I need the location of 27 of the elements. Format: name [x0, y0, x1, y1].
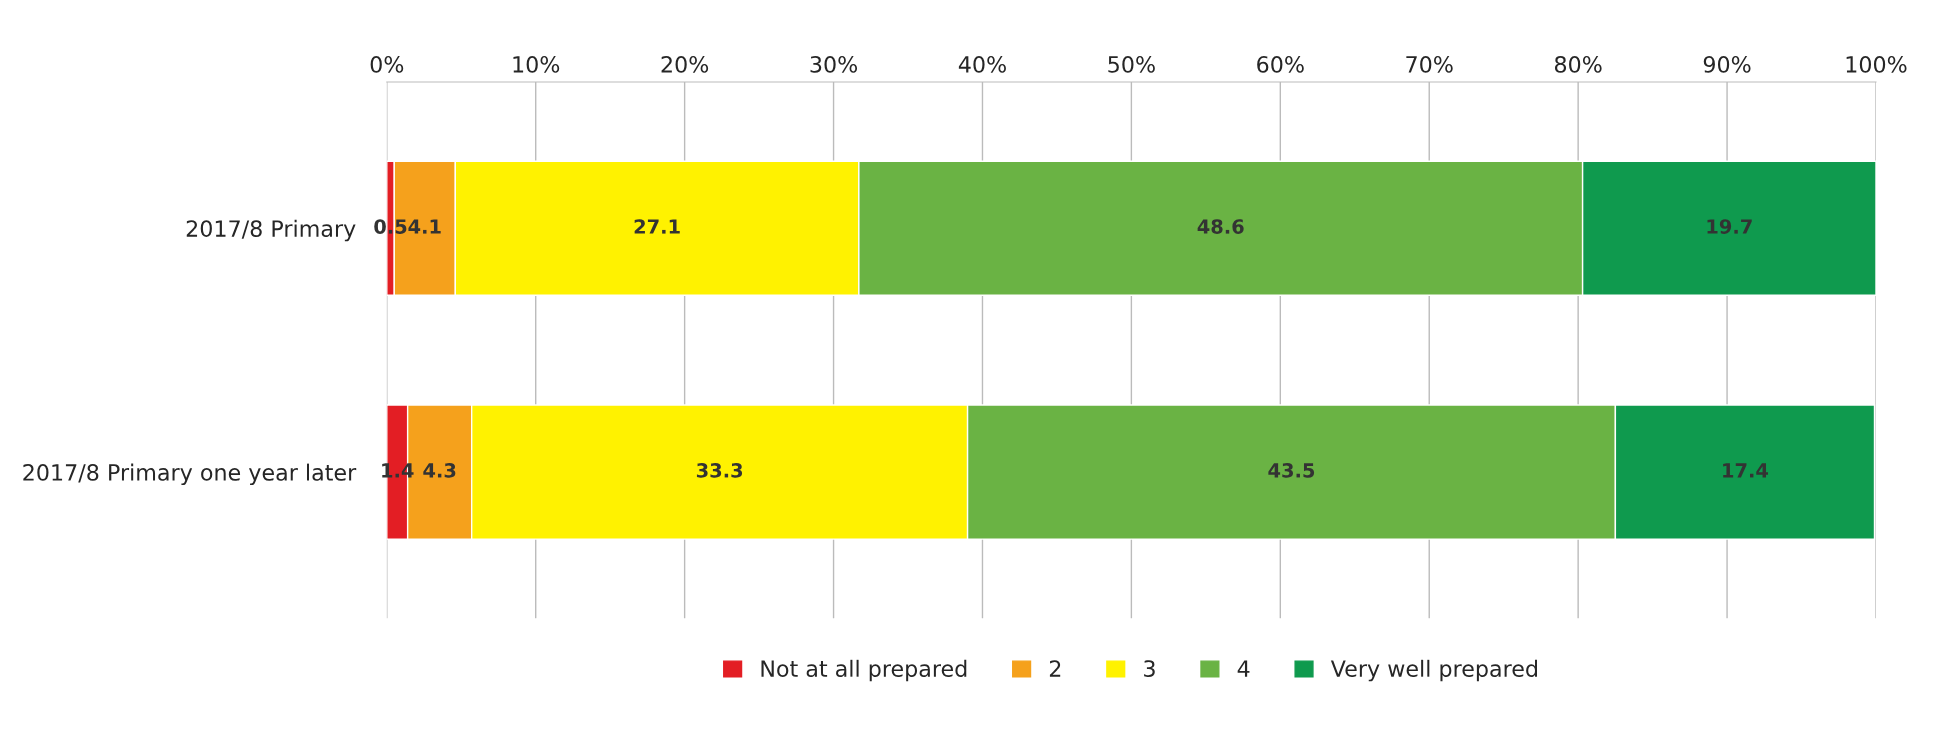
x-tick-label: 20%	[661, 55, 709, 73]
data-label: 27.1	[634, 219, 680, 234]
x-tick-label: 30%	[810, 55, 858, 73]
x-tick-label: 50%	[1108, 55, 1155, 73]
data-label: 19.7	[1707, 219, 1752, 234]
y-tick-label: 2017/8 Primary	[186, 219, 356, 242]
x-tick-label: 60%	[1257, 55, 1304, 73]
y-tick-label: 2017/8 Primary one year later	[23, 463, 357, 486]
legend-label: Very well prepared	[1330, 659, 1537, 682]
data-label: 48.6	[1197, 219, 1244, 234]
legend-label: Not at all prepared	[761, 659, 967, 682]
x-tick-label: 100%	[1846, 55, 1907, 73]
x-tick-label: 40%	[958, 55, 1006, 73]
data-label: 17.4	[1723, 463, 1769, 478]
x-tick-label: 0%	[370, 55, 404, 73]
x-tick-label: 90%	[1703, 55, 1751, 73]
x-tick-label: 70%	[1406, 55, 1453, 73]
data-label: 4.3	[423, 462, 456, 478]
data-label: 33.3	[696, 462, 743, 478]
legend-label: 3	[1144, 660, 1155, 678]
data-label: 43.5	[1268, 462, 1315, 478]
x-tick-label: 80%	[1554, 55, 1602, 73]
x-tick-label: 10%	[513, 55, 560, 73]
data-label: 4.1	[408, 219, 441, 234]
legend-label: 4	[1237, 660, 1250, 677]
legend-label: 2	[1049, 660, 1061, 677]
data-label: 0.5	[374, 219, 407, 234]
